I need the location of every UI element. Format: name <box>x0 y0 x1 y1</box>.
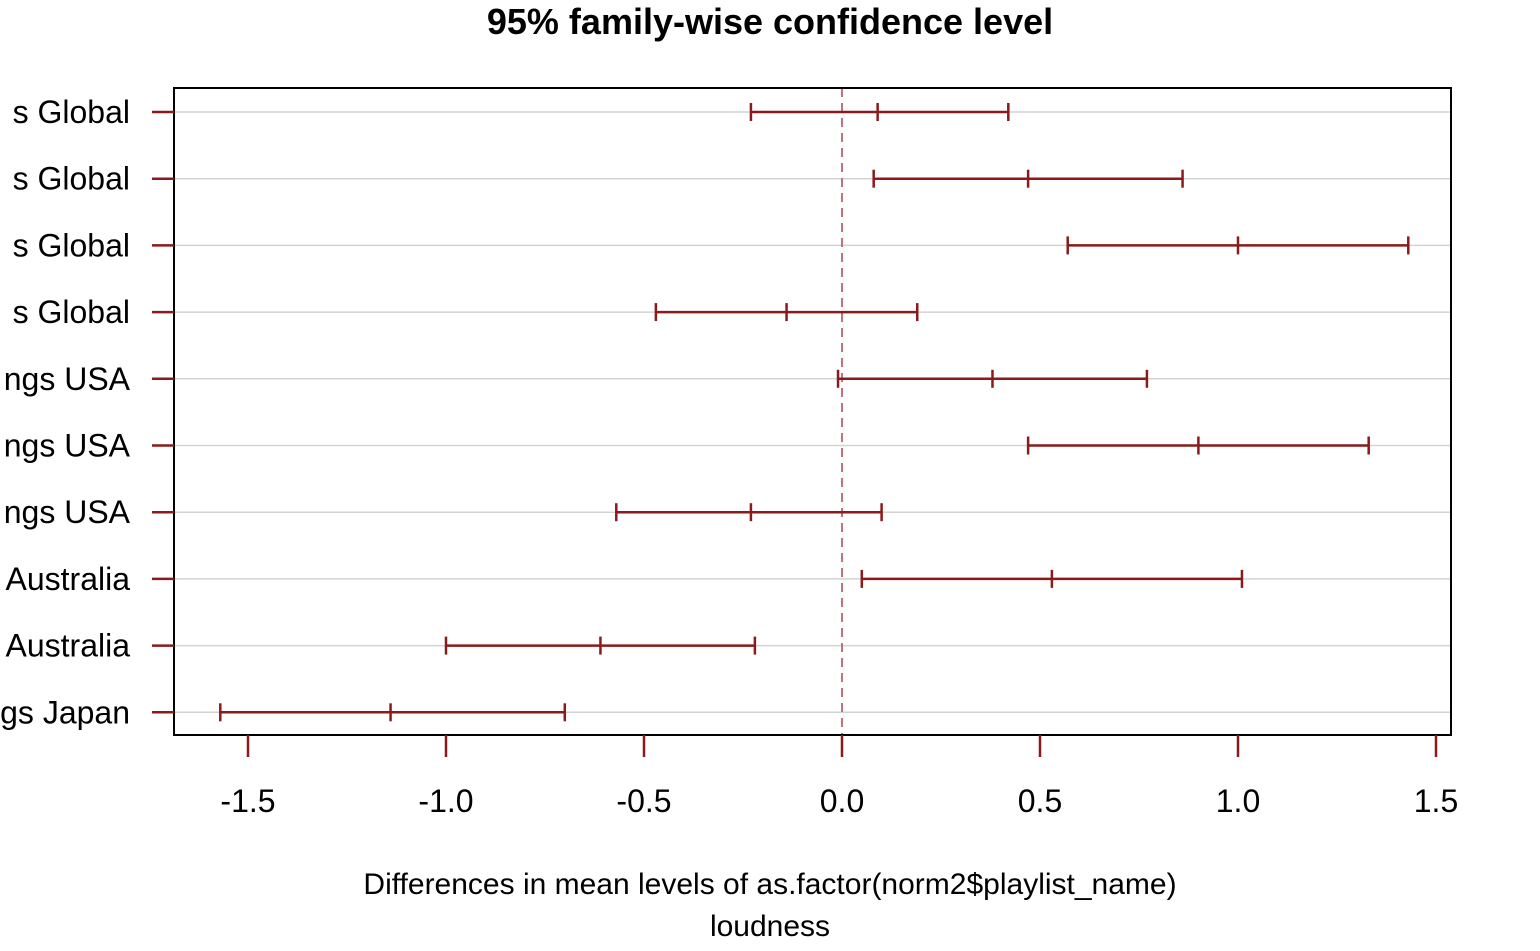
y-tick-label: s Global <box>13 94 130 130</box>
x-tick-label: 0.0 <box>820 783 864 819</box>
y-tick-label: ngs USA <box>4 428 131 464</box>
chart-title: 95% family-wise confidence level <box>486 1 1054 42</box>
interval-row <box>836 369 1149 388</box>
x-tick-label: -1.0 <box>418 783 473 819</box>
x-tick-label: -0.5 <box>616 783 671 819</box>
plot-frame <box>173 87 1452 736</box>
interval-row <box>654 303 919 322</box>
x-tick-label: -1.5 <box>220 783 275 819</box>
interval-row <box>1026 436 1370 455</box>
interval-row <box>444 636 757 655</box>
y-tick-label: gs Japan <box>0 694 130 730</box>
y-tick-label: ngs USA <box>4 494 131 530</box>
y-tick-label: s Global <box>13 161 130 197</box>
y-tick-label: s Global <box>13 294 130 330</box>
x-axis: -1.5 -1.0 -0.5 0.0 0.5 1.0 1.5 <box>220 735 1458 819</box>
x-axis-sublabel: loudness <box>709 910 831 943</box>
x-tick-label: 1.0 <box>1216 783 1260 819</box>
interval-row <box>872 169 1184 188</box>
interval-row <box>749 103 1010 121</box>
y-tick-label: ngs USA <box>4 361 131 397</box>
y-axis: s Global s Global s Global s Global ngs USA n… <box>0 94 174 730</box>
y-tick-label: Australia <box>6 628 131 664</box>
interval-row <box>615 503 883 522</box>
grid-lines <box>174 111 1451 714</box>
interval-row <box>860 569 1244 588</box>
interval-row <box>1066 236 1410 255</box>
interval-row <box>219 703 567 722</box>
x-axis-label: Differences in mean levels of as.factor(… <box>363 868 1177 901</box>
x-tick-label: 0.5 <box>1018 783 1062 819</box>
x-tick-label: 1.5 <box>1414 783 1458 819</box>
y-tick-label: s Global <box>13 227 130 263</box>
confidence-intervals <box>219 103 1410 722</box>
y-tick-label: Australia <box>6 561 131 597</box>
